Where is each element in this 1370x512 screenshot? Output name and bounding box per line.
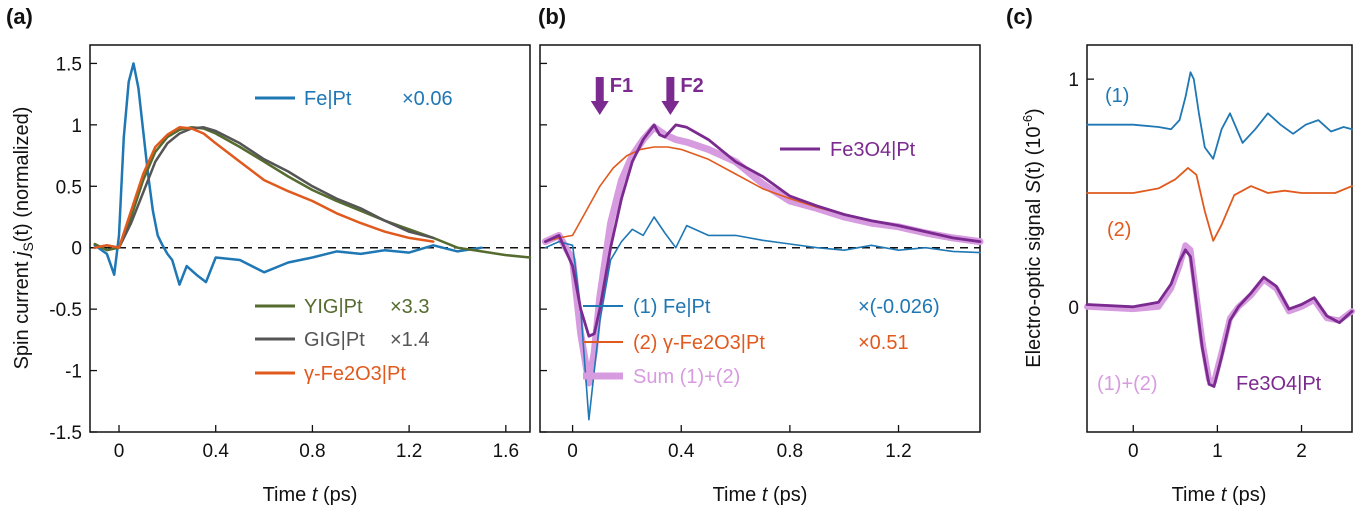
ytick-label: 0.5 bbox=[56, 177, 82, 198]
xlabel-a: Time t (ps) bbox=[263, 484, 358, 506]
xtick-label: 0 bbox=[567, 441, 578, 462]
series-line--fe2o3-pt bbox=[93, 126, 435, 249]
arrow-f1 bbox=[590, 77, 609, 115]
ytick-label: -0.5 bbox=[49, 300, 82, 321]
legend-factor-b1: ×(-0.026) bbox=[858, 296, 940, 318]
xlabel-c: Time t (ps) bbox=[1172, 484, 1267, 506]
legend-label-fe2o3: γ-Fe2O3|Pt bbox=[304, 363, 406, 385]
ytick-label: -1.5 bbox=[49, 423, 82, 444]
legend-label-fe3o4: Fe3O4|Pt bbox=[830, 139, 916, 161]
panel-label-a: (a) bbox=[6, 4, 33, 29]
legend-label-b2: (2) γ-Fe2O3|Pt bbox=[633, 332, 765, 354]
curve-label-sum: (1)+(2) bbox=[1097, 373, 1158, 395]
series-line-fe-pt bbox=[93, 62, 483, 286]
legend-b: Fe3O4|Pt (1) Fe|Pt ×(-0.026) (2) γ-Fe2O3… bbox=[583, 139, 940, 388]
ytick-label: 1 bbox=[71, 116, 82, 137]
series-line-fe3o4-pt bbox=[544, 123, 982, 338]
panel-label-b: (b) bbox=[538, 4, 566, 29]
ytick-label: 1 bbox=[1068, 70, 1079, 91]
panel-a-plot: 0 0.4 0.8 1.2 1.6 -1.5 -1 -0.5 0 0.5 1 1.5 bbox=[49, 54, 532, 462]
curve-label-2: (2) bbox=[1107, 219, 1131, 241]
ylabel-a: Spin current jS(t) (normalized) bbox=[11, 107, 36, 370]
legend-label-gig: GIG|Pt bbox=[304, 329, 365, 351]
series-line--2- bbox=[1086, 167, 1353, 242]
legend-factor-b2: ×0.51 bbox=[858, 332, 909, 354]
legend-factor-gig: ×1.4 bbox=[390, 329, 429, 351]
xtick-label: 1.2 bbox=[396, 441, 422, 462]
series-line-gig-pt bbox=[93, 126, 435, 249]
ytick-label: 0 bbox=[71, 239, 82, 260]
ytick-label: 1.5 bbox=[56, 54, 82, 75]
xtick-label: 0.4 bbox=[203, 441, 230, 462]
legend-label-b1: (1) Fe|Pt bbox=[633, 296, 711, 318]
xtick-label: 0 bbox=[114, 441, 125, 462]
ytick-label: -1 bbox=[65, 362, 82, 383]
panel-b-plot: 0 0.4 0.8 1.2 bbox=[540, 62, 984, 462]
legend-label-sum: Sum (1)+(2) bbox=[633, 366, 740, 388]
plot-frame-c bbox=[1086, 44, 1353, 433]
ytick-label: 0 bbox=[1068, 298, 1079, 319]
series-line--1- bbox=[1086, 71, 1353, 160]
xtick-label: 1.6 bbox=[493, 441, 519, 462]
annotation-f2: F2 bbox=[680, 75, 703, 97]
curve-label-1: (1) bbox=[1105, 85, 1129, 107]
xtick-label: 1 bbox=[1212, 441, 1223, 462]
xtick-label: 0.4 bbox=[668, 441, 695, 462]
legend-a: Fe|Pt ×0.06 YIG|Pt ×3.3 GIG|Pt ×1.4 γ-Fe… bbox=[255, 88, 453, 385]
curve-label-fe3o4: Fe3O4|Pt bbox=[1236, 373, 1322, 395]
xtick-label: 0 bbox=[1128, 441, 1139, 462]
series-line-yig-pt bbox=[93, 126, 532, 259]
series-line-fe3o4-pt bbox=[1085, 248, 1354, 388]
annotation-arrows: F1 F2 bbox=[590, 75, 704, 115]
xtick-label: 2 bbox=[1296, 441, 1307, 462]
xtick-label: 1.2 bbox=[885, 441, 911, 462]
annotation-f1: F1 bbox=[610, 75, 633, 97]
arrow-f2 bbox=[661, 77, 680, 115]
legend-factor-yig: ×3.3 bbox=[390, 296, 429, 318]
legend-label-fe: Fe|Pt bbox=[304, 88, 352, 110]
series-line--1-fe-pt bbox=[544, 216, 981, 421]
xtick-label: 0.8 bbox=[299, 441, 325, 462]
legend-factor-fe: ×0.06 bbox=[402, 88, 453, 110]
xlabel-b: Time t (ps) bbox=[713, 484, 808, 506]
ylabel-c: Electro-optic signal S(t) (10-6) bbox=[1020, 108, 1045, 367]
panel-c-plot: 0 1 2 0 1 bbox=[1068, 70, 1355, 462]
legend-label-yig: YIG|Pt bbox=[304, 296, 363, 318]
plot-frame-a bbox=[89, 44, 531, 433]
panel-label-c: (c) bbox=[1006, 4, 1033, 29]
xtick-label: 0.8 bbox=[777, 441, 803, 462]
